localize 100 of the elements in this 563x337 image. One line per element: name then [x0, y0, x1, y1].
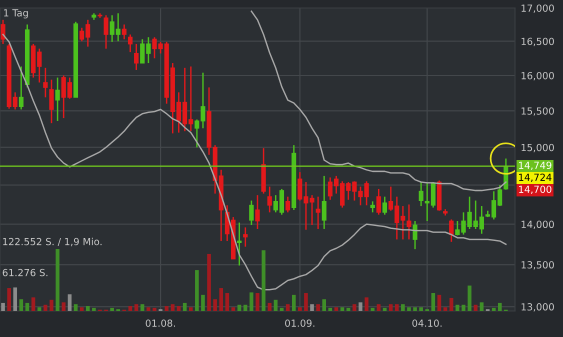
y-tick-label: 15,000 — [522, 144, 554, 152]
bar — [450, 298, 454, 311]
bar — [164, 306, 168, 311]
candlestick — [412, 220, 418, 250]
bar — [195, 270, 199, 311]
bar — [456, 304, 460, 311]
bar — [437, 294, 442, 311]
x-tick-label: 04.10. — [412, 320, 442, 327]
y-tick-label: 14,000 — [522, 220, 554, 230]
annotation: 122.552 S. / 1,9 Mio. — [3, 238, 102, 246]
candlestick — [316, 196, 320, 230]
bar — [50, 300, 54, 311]
y-tick-label: 15,500 — [522, 107, 554, 116]
bar — [213, 299, 217, 311]
bar — [304, 293, 308, 311]
annotation: 61.276 S. — [2, 268, 48, 276]
chart-title: 1 Tag — [4, 9, 28, 18]
candlestick — [285, 196, 290, 214]
candlestick — [255, 194, 260, 230]
candlestick — [243, 226, 248, 248]
bar — [134, 304, 138, 311]
bar — [346, 308, 350, 311]
candlestick — [376, 188, 381, 216]
candlestick — [128, 34, 133, 53]
ref-line-label: 14,749 — [519, 162, 552, 170]
candlestick — [237, 222, 242, 266]
bar — [316, 304, 320, 311]
bar — [44, 304, 48, 311]
bar — [413, 307, 417, 311]
bar — [244, 304, 248, 311]
bar — [146, 307, 150, 311]
bar — [152, 308, 156, 311]
y-tick-label: 16,000 — [522, 72, 554, 80]
bar — [237, 304, 242, 311]
bar — [56, 249, 60, 311]
bar — [201, 294, 205, 311]
bar — [474, 304, 478, 311]
bar — [274, 300, 278, 311]
candlestick — [370, 200, 375, 214]
bar — [298, 307, 302, 311]
text: 14,700 — [519, 186, 552, 194]
bar — [170, 304, 175, 311]
bar — [407, 307, 411, 311]
bar — [292, 294, 296, 311]
bar — [207, 254, 211, 311]
bar — [431, 293, 436, 311]
bar — [256, 293, 260, 311]
bar — [358, 302, 362, 311]
bar — [462, 304, 466, 311]
bar — [74, 304, 78, 311]
candlestick — [382, 196, 388, 216]
bar — [352, 304, 356, 311]
candlestick — [122, 24, 127, 40]
bar — [498, 302, 502, 311]
bar — [286, 304, 290, 311]
bar — [310, 304, 314, 311]
bar — [419, 307, 423, 311]
bar — [468, 286, 472, 311]
bar — [262, 250, 266, 311]
candlestick — [249, 200, 254, 226]
bar — [1, 302, 5, 311]
bar — [480, 302, 484, 311]
bar — [62, 302, 66, 311]
bar — [370, 308, 374, 311]
candlestick — [49, 78, 54, 124]
bar — [176, 306, 181, 311]
y-tick-label: 17,000 — [522, 4, 554, 13]
y-tick-label: 13,000 — [522, 303, 554, 312]
bar — [322, 299, 326, 311]
bar — [13, 287, 18, 311]
candlestick — [104, 14, 108, 50]
candlestick — [18, 66, 24, 110]
bar — [128, 306, 132, 311]
candlestick — [43, 67, 48, 98]
bar — [250, 292, 254, 311]
bar — [68, 294, 72, 311]
bar — [268, 302, 272, 311]
bar — [219, 288, 224, 311]
bar — [19, 299, 24, 311]
candlestick — [322, 175, 326, 230]
bar — [110, 308, 114, 311]
bar — [388, 304, 393, 311]
candlestick — [449, 218, 454, 243]
bar — [182, 302, 187, 311]
x-tick-label: 01.08. — [146, 320, 175, 327]
bar — [38, 307, 42, 311]
candlestick — [406, 204, 412, 240]
bar — [364, 297, 368, 311]
candlestick — [55, 76, 60, 122]
bar — [7, 288, 11, 311]
y-tick-label: 16,500 — [522, 38, 554, 46]
x-tick-label: 01.09. — [285, 320, 314, 327]
bar — [31, 297, 36, 311]
candlestick — [418, 181, 424, 207]
bar — [86, 306, 90, 311]
bar — [376, 304, 381, 311]
bar — [394, 304, 399, 311]
candlestick — [267, 186, 272, 214]
bar — [225, 293, 230, 311]
bar — [140, 304, 144, 311]
